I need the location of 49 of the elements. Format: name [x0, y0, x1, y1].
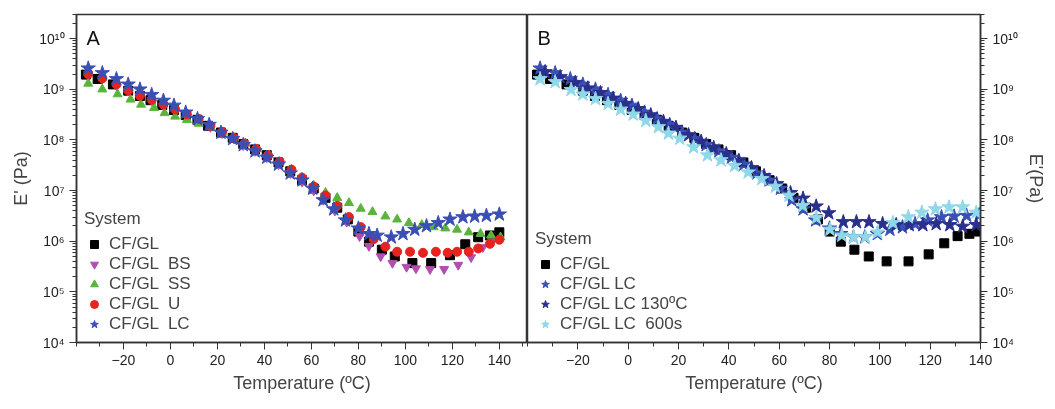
legend-label: CF/GL LC: [560, 274, 636, 294]
x-tick-label: 140: [968, 351, 993, 368]
y2-axis-title: E'(Pa): [1025, 153, 1046, 204]
x-axis-title: Temperature (ºC): [685, 372, 823, 393]
x-tick-label: 20: [209, 351, 226, 368]
y-tick-label: 10⁹: [42, 81, 65, 98]
x-tick-label: 120: [918, 351, 943, 368]
text: A: [86, 26, 101, 49]
x-tick-label: 0: [624, 351, 633, 368]
x-tick-label: 100: [393, 351, 418, 368]
legend-title: System: [535, 229, 593, 249]
x-tick-label: −20: [111, 351, 136, 368]
y2-tick-label: 10⁴: [992, 334, 1015, 351]
y-tick-label: 10⁷: [43, 182, 65, 199]
legend-label: CF/GL: [560, 254, 611, 274]
x-tick-label: 0: [166, 351, 175, 368]
y-tick-label: 10¹⁰: [39, 30, 65, 47]
x-tick-label: 80: [821, 351, 838, 368]
y2-tick-label: 10⁹: [992, 81, 1015, 98]
x-axis-title: Temperature (ºC): [233, 372, 371, 393]
x-tick-label: 60: [303, 351, 320, 368]
x-tick-label: 60: [771, 351, 788, 368]
legend-label: CF/GL LC 130ºC: [560, 294, 688, 314]
x-tick-label: 40: [256, 351, 273, 368]
x-tick-label: 40: [721, 351, 737, 368]
x-tick-label: 140: [487, 351, 512, 368]
legend-label: CF/GL SS: [109, 274, 191, 294]
x-tick-label: 80: [350, 351, 367, 368]
y-tick-label: 10⁸: [43, 131, 65, 148]
x-tick-label: 100: [868, 351, 892, 368]
legend-label: CF/GL U: [109, 294, 181, 314]
y-axis-title: E' (Pa): [11, 151, 32, 206]
x-tick-label: 20: [670, 351, 687, 368]
y2-tick-label: 10⁷: [992, 182, 1014, 199]
y-tick-label: 10⁴: [42, 334, 65, 351]
y-tick-label: 10⁵: [43, 283, 65, 300]
text: B: [537, 26, 551, 49]
y2-tick-label: 10⁸: [992, 131, 1015, 148]
y2-tick-label: 10⁶: [992, 233, 1014, 250]
legend-title: System: [84, 209, 142, 229]
legend-label: CF/GL LC: [109, 314, 190, 334]
x-tick-label: −20: [565, 351, 590, 368]
y2-tick-label: 10⁵: [992, 283, 1014, 300]
y2-tick-label: 10¹⁰: [992, 30, 1018, 47]
legend-label: CF/GL LC 600s: [560, 314, 683, 334]
x-tick-label: 120: [440, 351, 465, 368]
legend-label: CF/GL: [109, 234, 160, 254]
y-tick-label: 10⁶: [43, 233, 65, 250]
legend-label: CF/GL BS: [109, 254, 191, 274]
